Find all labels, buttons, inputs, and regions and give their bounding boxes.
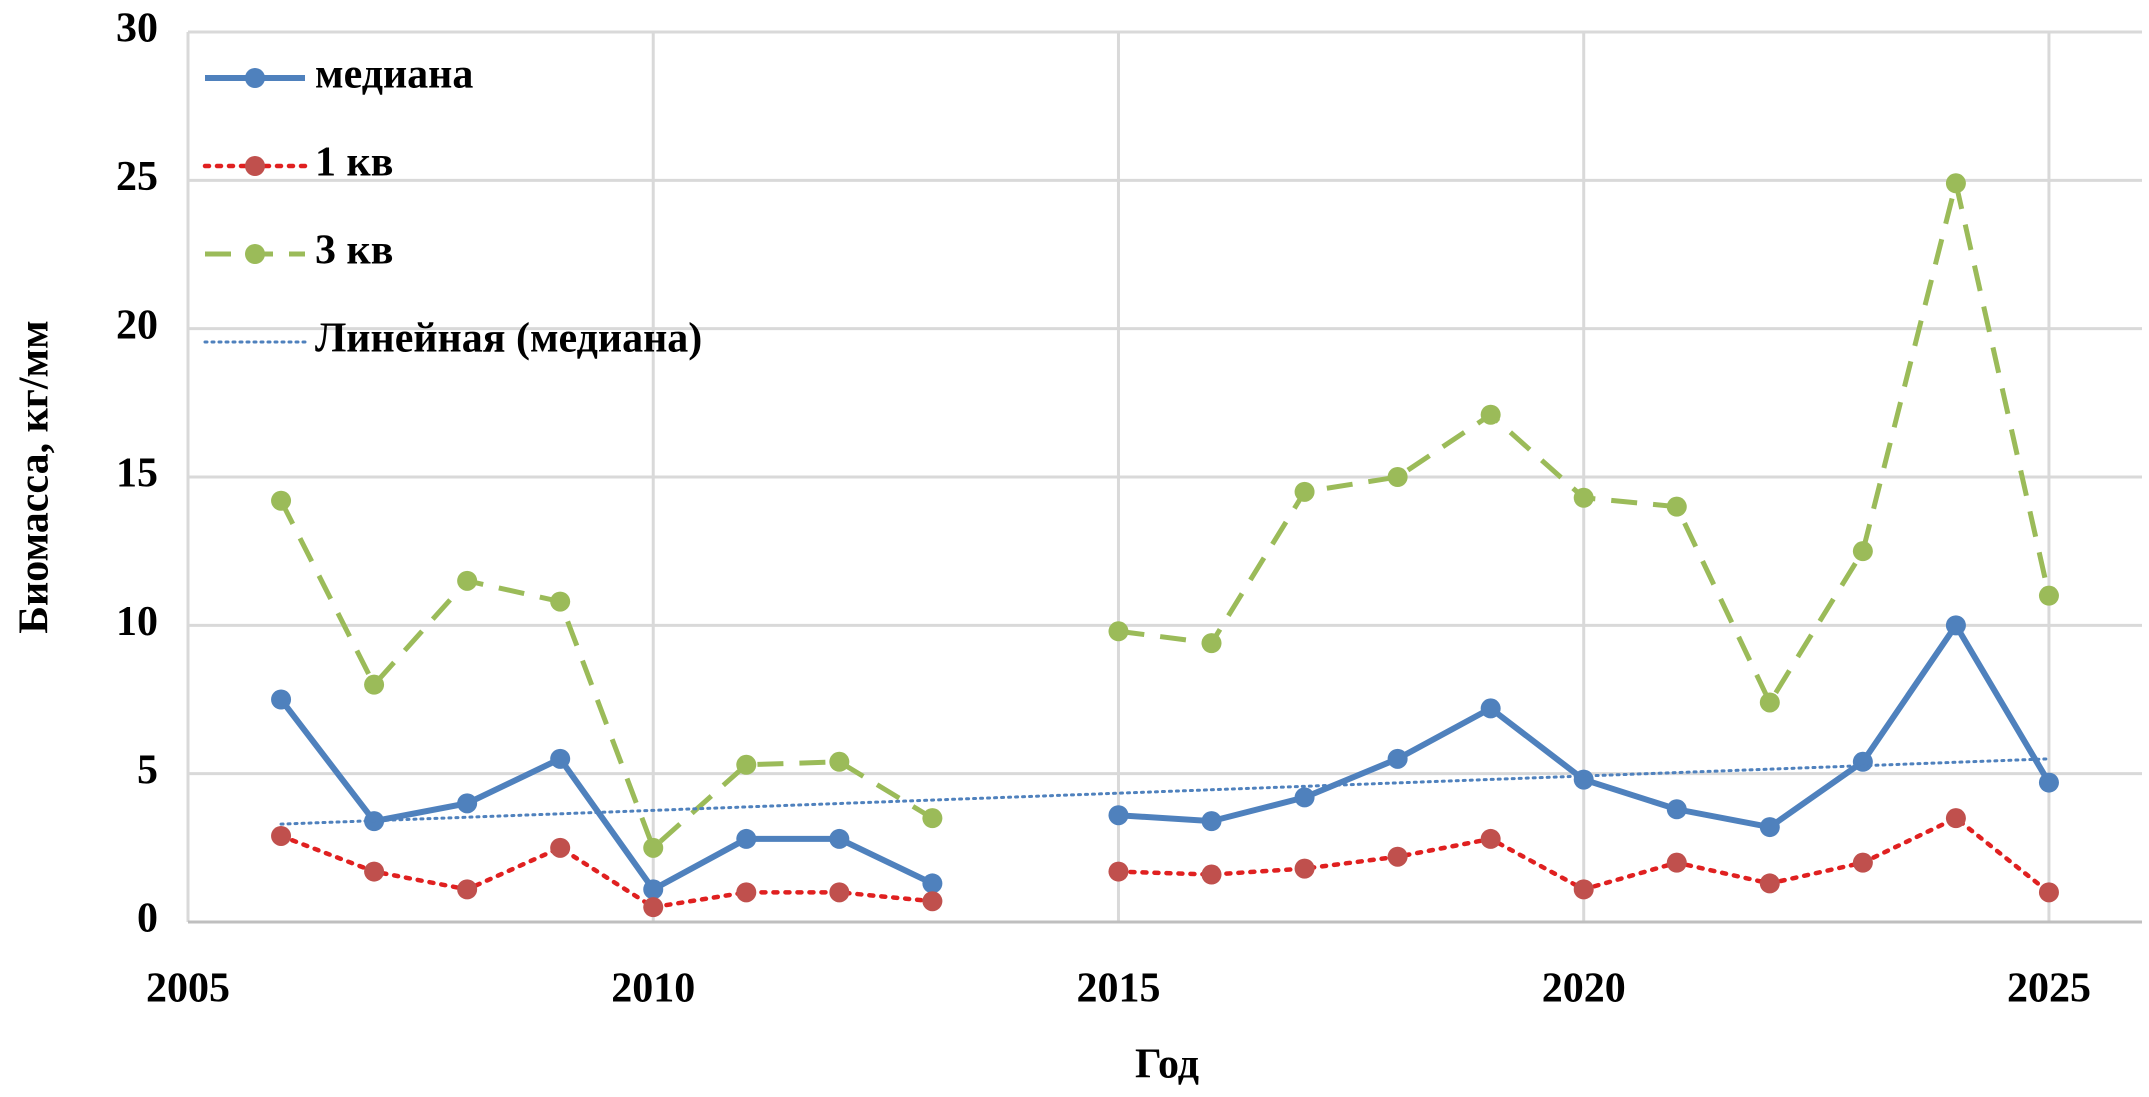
data-point: [2038, 772, 2059, 793]
data-point: [829, 828, 850, 849]
data-point: [1387, 748, 1408, 769]
data-point: [1294, 858, 1315, 879]
data-point: [1201, 864, 1222, 885]
data-point: [829, 882, 850, 903]
y-axis-label: Биомасса, кг/мм: [12, 320, 58, 633]
data-point: [2038, 585, 2059, 606]
data-point: [922, 808, 943, 829]
data-point: [1480, 828, 1501, 849]
data-point: [1945, 173, 1966, 194]
legend-label: Линейная (медиана): [315, 316, 702, 362]
data-point: [1387, 467, 1408, 487]
data-point: [1294, 481, 1315, 502]
legend-marker: [245, 68, 265, 88]
legend-label: медиана: [315, 52, 473, 98]
data-point: [1201, 633, 1222, 654]
y-tick-label: 10: [116, 599, 158, 645]
series-line: [278, 182, 2052, 853]
data-point: [922, 873, 943, 894]
data-point: [550, 837, 571, 858]
data-point: [271, 490, 292, 511]
legend-label: 1 кв: [315, 140, 393, 186]
x-tick-label: 2020: [1542, 966, 1626, 1012]
y-tick-label: 15: [116, 451, 158, 497]
legend-label: 3 кв: [315, 228, 393, 274]
data-point: [1480, 698, 1501, 719]
data-point: [736, 754, 757, 775]
data-point: [364, 861, 385, 882]
data-point: [1108, 805, 1129, 826]
data-point: [643, 837, 664, 858]
data-point: [643, 879, 664, 900]
data-point: [1945, 808, 1966, 829]
series-line: [278, 619, 2052, 894]
data-point: [550, 591, 571, 612]
data-point: [736, 882, 757, 903]
x-tick-label: 2010: [611, 966, 695, 1012]
series-line: [279, 757, 2051, 826]
data-point: [1201, 811, 1222, 832]
data-point: [736, 828, 757, 849]
x-tick-label: 2015: [1076, 966, 1160, 1012]
data-point: [1666, 496, 1687, 517]
legend-marker: [245, 156, 265, 176]
data-point: [271, 825, 292, 846]
y-tick-label: 20: [116, 302, 158, 348]
data-point: [1852, 852, 1873, 873]
data-point: [550, 748, 571, 769]
x-tick-label: 2005: [146, 966, 230, 1012]
y-tick-label: 0: [137, 896, 158, 942]
x-axis-label: Год: [1135, 1042, 1199, 1088]
data-point: [1759, 817, 1780, 838]
data-point: [1573, 769, 1594, 790]
legend-marker: [245, 244, 265, 264]
y-tick-label: 25: [116, 154, 158, 200]
data-point: [1480, 404, 1501, 425]
data-point: [1852, 751, 1873, 772]
data-point: [364, 674, 385, 695]
data-point: [1294, 787, 1315, 808]
y-tick-label: 5: [137, 747, 158, 793]
series-line: [278, 815, 2052, 910]
data-point: [1108, 861, 1129, 882]
data-point: [457, 570, 478, 591]
data-point: [1852, 541, 1873, 562]
data-point: [2038, 882, 2059, 903]
x-tick-label: 2025: [2007, 966, 2091, 1012]
data-point: [829, 751, 850, 772]
data-point: [1573, 879, 1594, 900]
data-point: [1573, 487, 1594, 508]
data-point: [1759, 692, 1780, 713]
data-point: [1945, 615, 1966, 636]
data-point: [1666, 852, 1687, 873]
data-point: [1108, 621, 1129, 642]
data-point: [922, 891, 943, 912]
data-point: [457, 879, 478, 900]
data-point: [1759, 873, 1780, 894]
data-point: [1666, 799, 1687, 820]
data-point: [1387, 846, 1408, 867]
data-point: [457, 793, 478, 814]
data-point: [643, 897, 664, 918]
data-point: [271, 689, 292, 710]
y-tick-label: 30: [116, 6, 158, 52]
